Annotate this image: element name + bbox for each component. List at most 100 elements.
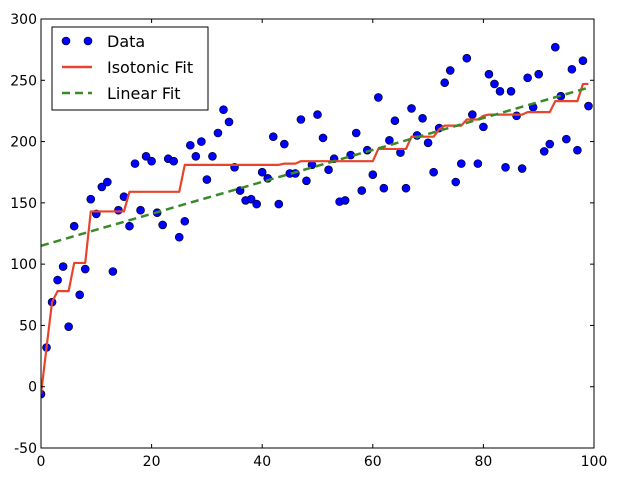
data-point xyxy=(186,140,195,150)
y-tick-label: 150 xyxy=(10,196,37,212)
data-point xyxy=(64,322,73,331)
data-point xyxy=(517,164,527,173)
legend-marker xyxy=(83,36,93,46)
data-point xyxy=(401,183,411,193)
data-point xyxy=(445,66,455,75)
y-tick-label: 50 xyxy=(19,318,37,334)
data-point xyxy=(197,137,206,146)
legend-box xyxy=(51,26,209,111)
data-point xyxy=(423,138,433,148)
data-point xyxy=(495,87,505,96)
y-tick-label: 200 xyxy=(10,135,37,151)
data-point xyxy=(340,196,350,205)
x-tick-label: 100 xyxy=(581,454,608,470)
data-point xyxy=(136,205,145,215)
data-point xyxy=(58,262,68,271)
data-point xyxy=(462,53,472,63)
data-point xyxy=(562,134,571,144)
data-point xyxy=(374,93,383,102)
x-tick-label: 80 xyxy=(474,454,492,470)
data-point xyxy=(368,170,378,179)
data-point xyxy=(313,110,322,119)
data-point xyxy=(534,69,544,79)
x-tick-label: 60 xyxy=(364,454,382,470)
data-point xyxy=(274,199,284,209)
data-point xyxy=(539,147,549,156)
data-point xyxy=(379,183,389,193)
data-point xyxy=(147,156,156,166)
x-tick-label: 40 xyxy=(253,454,271,470)
plot-frame xyxy=(40,18,595,449)
linear-fit-line xyxy=(41,86,589,247)
legend-label: Isotonic Fit xyxy=(107,58,193,77)
data-point xyxy=(550,42,560,52)
data-point xyxy=(103,177,112,187)
data-point xyxy=(191,151,201,161)
data-point xyxy=(108,267,118,276)
data-point xyxy=(180,216,190,226)
data-point xyxy=(512,111,521,121)
y-tick-label: -50 xyxy=(14,441,37,457)
data-point xyxy=(324,165,333,175)
data-point xyxy=(80,264,90,274)
legend-marker xyxy=(61,36,71,46)
data-point xyxy=(484,69,494,79)
data-point xyxy=(86,194,96,204)
data-point xyxy=(302,176,311,186)
data-point xyxy=(479,122,488,132)
data-point xyxy=(385,136,394,145)
data-point xyxy=(130,159,140,168)
data-point xyxy=(125,221,134,231)
legend-label: Linear Fit xyxy=(107,84,181,103)
data-point xyxy=(357,186,367,195)
data-point xyxy=(252,199,261,209)
data-point xyxy=(257,167,267,177)
data-point xyxy=(141,151,151,161)
data-point xyxy=(490,79,499,89)
y-tick-label: 100 xyxy=(10,257,37,273)
data-point xyxy=(97,182,107,192)
y-tick-label: 0 xyxy=(28,380,37,396)
data-point xyxy=(506,87,516,96)
data-point xyxy=(296,115,306,124)
data-point xyxy=(418,113,427,123)
data-point xyxy=(473,159,483,168)
data-point xyxy=(318,133,328,143)
data-point xyxy=(174,232,184,242)
legend: Data Isotonic Fit Linear Fit xyxy=(51,26,209,111)
data-point xyxy=(75,290,85,300)
data-point xyxy=(567,64,577,74)
x-tick-label: 0 xyxy=(37,454,46,470)
data-point xyxy=(573,145,582,155)
data-point xyxy=(501,163,510,172)
data-point xyxy=(578,56,588,65)
data-point xyxy=(390,116,400,126)
data-point xyxy=(158,220,167,230)
y-tick-label: 300 xyxy=(10,12,37,28)
data-point xyxy=(468,110,477,119)
data-point xyxy=(545,139,555,149)
data-point xyxy=(456,159,466,168)
data-point xyxy=(451,177,461,187)
data-point xyxy=(246,194,256,204)
data-point xyxy=(202,175,212,184)
data-point xyxy=(169,156,179,166)
data-point xyxy=(53,275,62,285)
x-tick-label: 20 xyxy=(143,454,161,470)
data-point xyxy=(584,101,593,111)
data-point xyxy=(440,78,449,88)
data-point xyxy=(219,105,228,115)
data-point xyxy=(351,128,361,138)
data-point xyxy=(280,139,289,149)
data-point xyxy=(407,104,416,113)
data-point xyxy=(114,205,123,215)
data-point xyxy=(208,151,217,161)
series-layer xyxy=(41,42,593,399)
data-point xyxy=(213,128,223,138)
data-point xyxy=(429,167,438,177)
y-tick-label: 250 xyxy=(10,73,37,89)
data-point xyxy=(523,73,532,83)
data-point xyxy=(69,221,79,231)
